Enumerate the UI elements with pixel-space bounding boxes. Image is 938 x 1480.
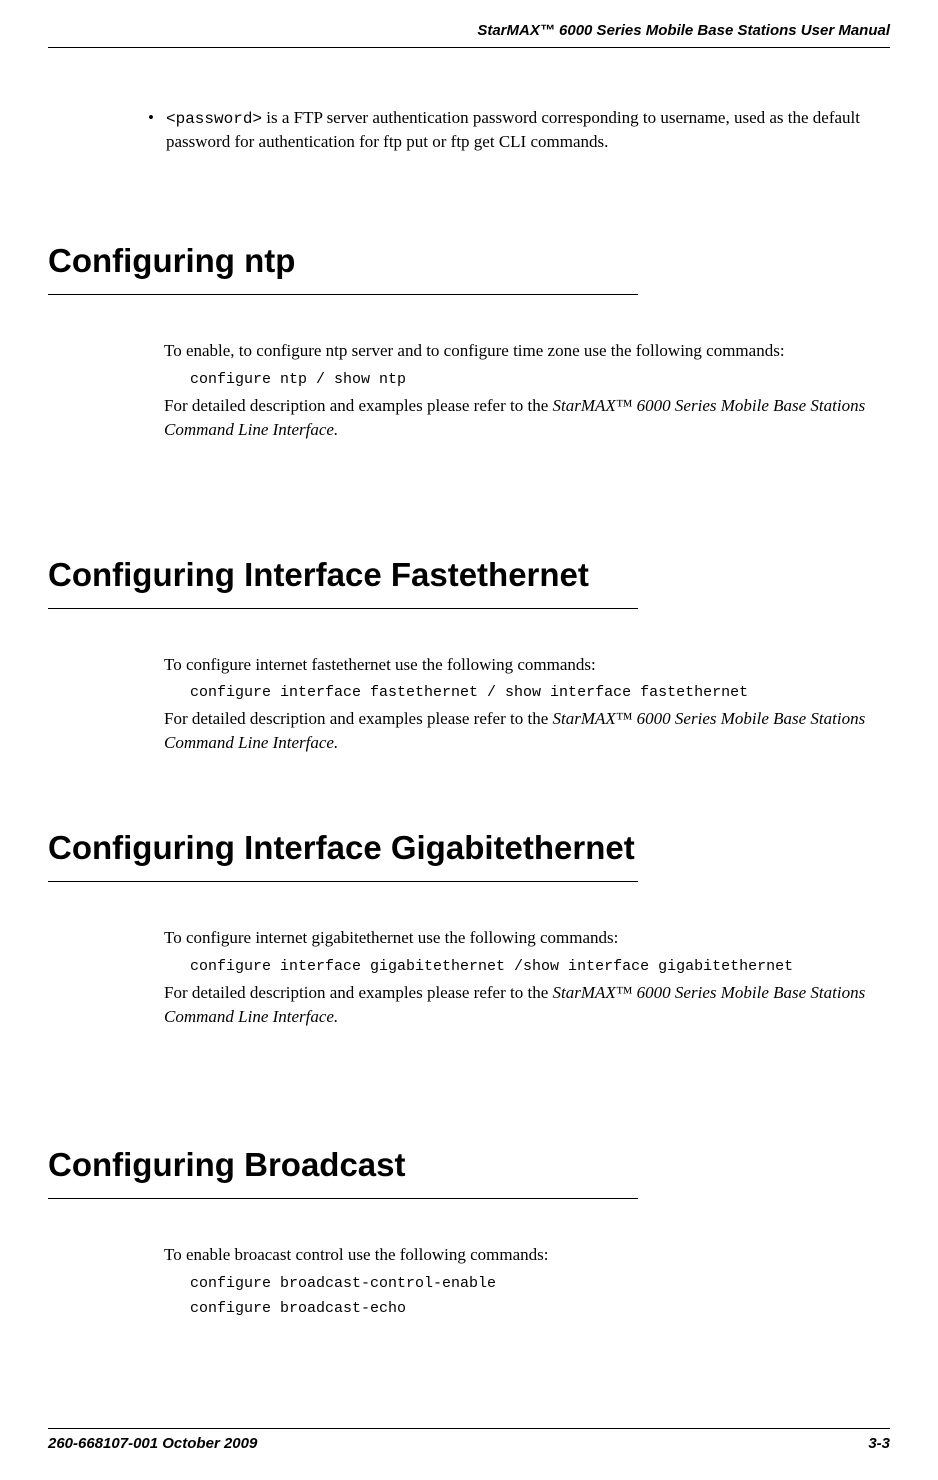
heading-broadcast: Configuring Broadcast	[48, 1146, 890, 1184]
section-ntp: Configuring ntp To enable, to configure …	[48, 242, 890, 441]
section-body-ntp: To enable, to configure ntp server and t…	[48, 339, 890, 441]
fast-para2-a: For detailed description and examples pl…	[164, 709, 553, 728]
bullet-text: <password> is a FTP server authenticatio…	[166, 106, 890, 154]
ntp-code: configure ntp / show ntp	[164, 369, 890, 390]
section-fastethernet: Configuring Interface Fastethernet To co…	[48, 556, 890, 755]
section-rule	[48, 294, 638, 295]
heading-ntp: Configuring ntp	[48, 242, 890, 280]
giga-para2-a: For detailed description and examples pl…	[164, 983, 553, 1002]
section-rule	[48, 881, 638, 882]
ntp-para2: For detailed description and examples pl…	[164, 394, 890, 442]
ntp-para2-a: For detailed description and examples pl…	[164, 396, 553, 415]
fast-para2: For detailed description and examples pl…	[164, 707, 890, 755]
section-rule	[48, 608, 638, 609]
broadcast-code1: configure broadcast-control-enable	[164, 1273, 890, 1294]
broadcast-para1: To enable broacast control use the follo…	[164, 1243, 890, 1267]
giga-para1: To configure internet gigabitethernet us…	[164, 926, 890, 950]
section-rule	[48, 1198, 638, 1199]
bullet-block: • <password> is a FTP server authenticat…	[48, 106, 890, 154]
broadcast-code2: configure broadcast-echo	[164, 1298, 890, 1319]
giga-code: configure interface gigabitethernet /sho…	[164, 956, 890, 977]
footer-left: 260-668107-001 October 2009	[48, 1435, 257, 1452]
ntp-para1: To enable, to configure ntp server and t…	[164, 339, 890, 363]
heading-fast: Configuring Interface Fastethernet	[48, 556, 890, 594]
bullet-marker: •	[148, 106, 166, 154]
section-body-giga: To configure internet gigabitethernet us…	[48, 926, 890, 1028]
page-content: • <password> is a FTP server authenticat…	[48, 48, 890, 1319]
section-gigabitethernet: Configuring Interface Gigabitethernet To…	[48, 829, 890, 1028]
section-broadcast: Configuring Broadcast To enable broacast…	[48, 1146, 890, 1319]
page-footer: 260-668107-001 October 2009 3-3	[48, 1428, 890, 1452]
page-header: StarMAX™ 6000 Series Mobile Base Station…	[48, 22, 890, 48]
heading-giga: Configuring Interface Gigabitethernet	[48, 829, 890, 867]
section-body-fast: To configure internet fastethernet use t…	[48, 653, 890, 755]
fast-para1: To configure internet fastethernet use t…	[164, 653, 890, 677]
bullet-item: • <password> is a FTP server authenticat…	[148, 106, 890, 154]
bullet-rest: is a FTP server authentication password …	[166, 108, 860, 151]
bullet-code: <password>	[166, 110, 262, 128]
section-body-broadcast: To enable broacast control use the follo…	[48, 1243, 890, 1319]
giga-para2: For detailed description and examples pl…	[164, 981, 890, 1029]
header-title: StarMAX™ 6000 Series Mobile Base Station…	[477, 22, 890, 39]
footer-right: 3-3	[868, 1435, 890, 1452]
fast-code: configure interface fastethernet / show …	[164, 682, 890, 703]
